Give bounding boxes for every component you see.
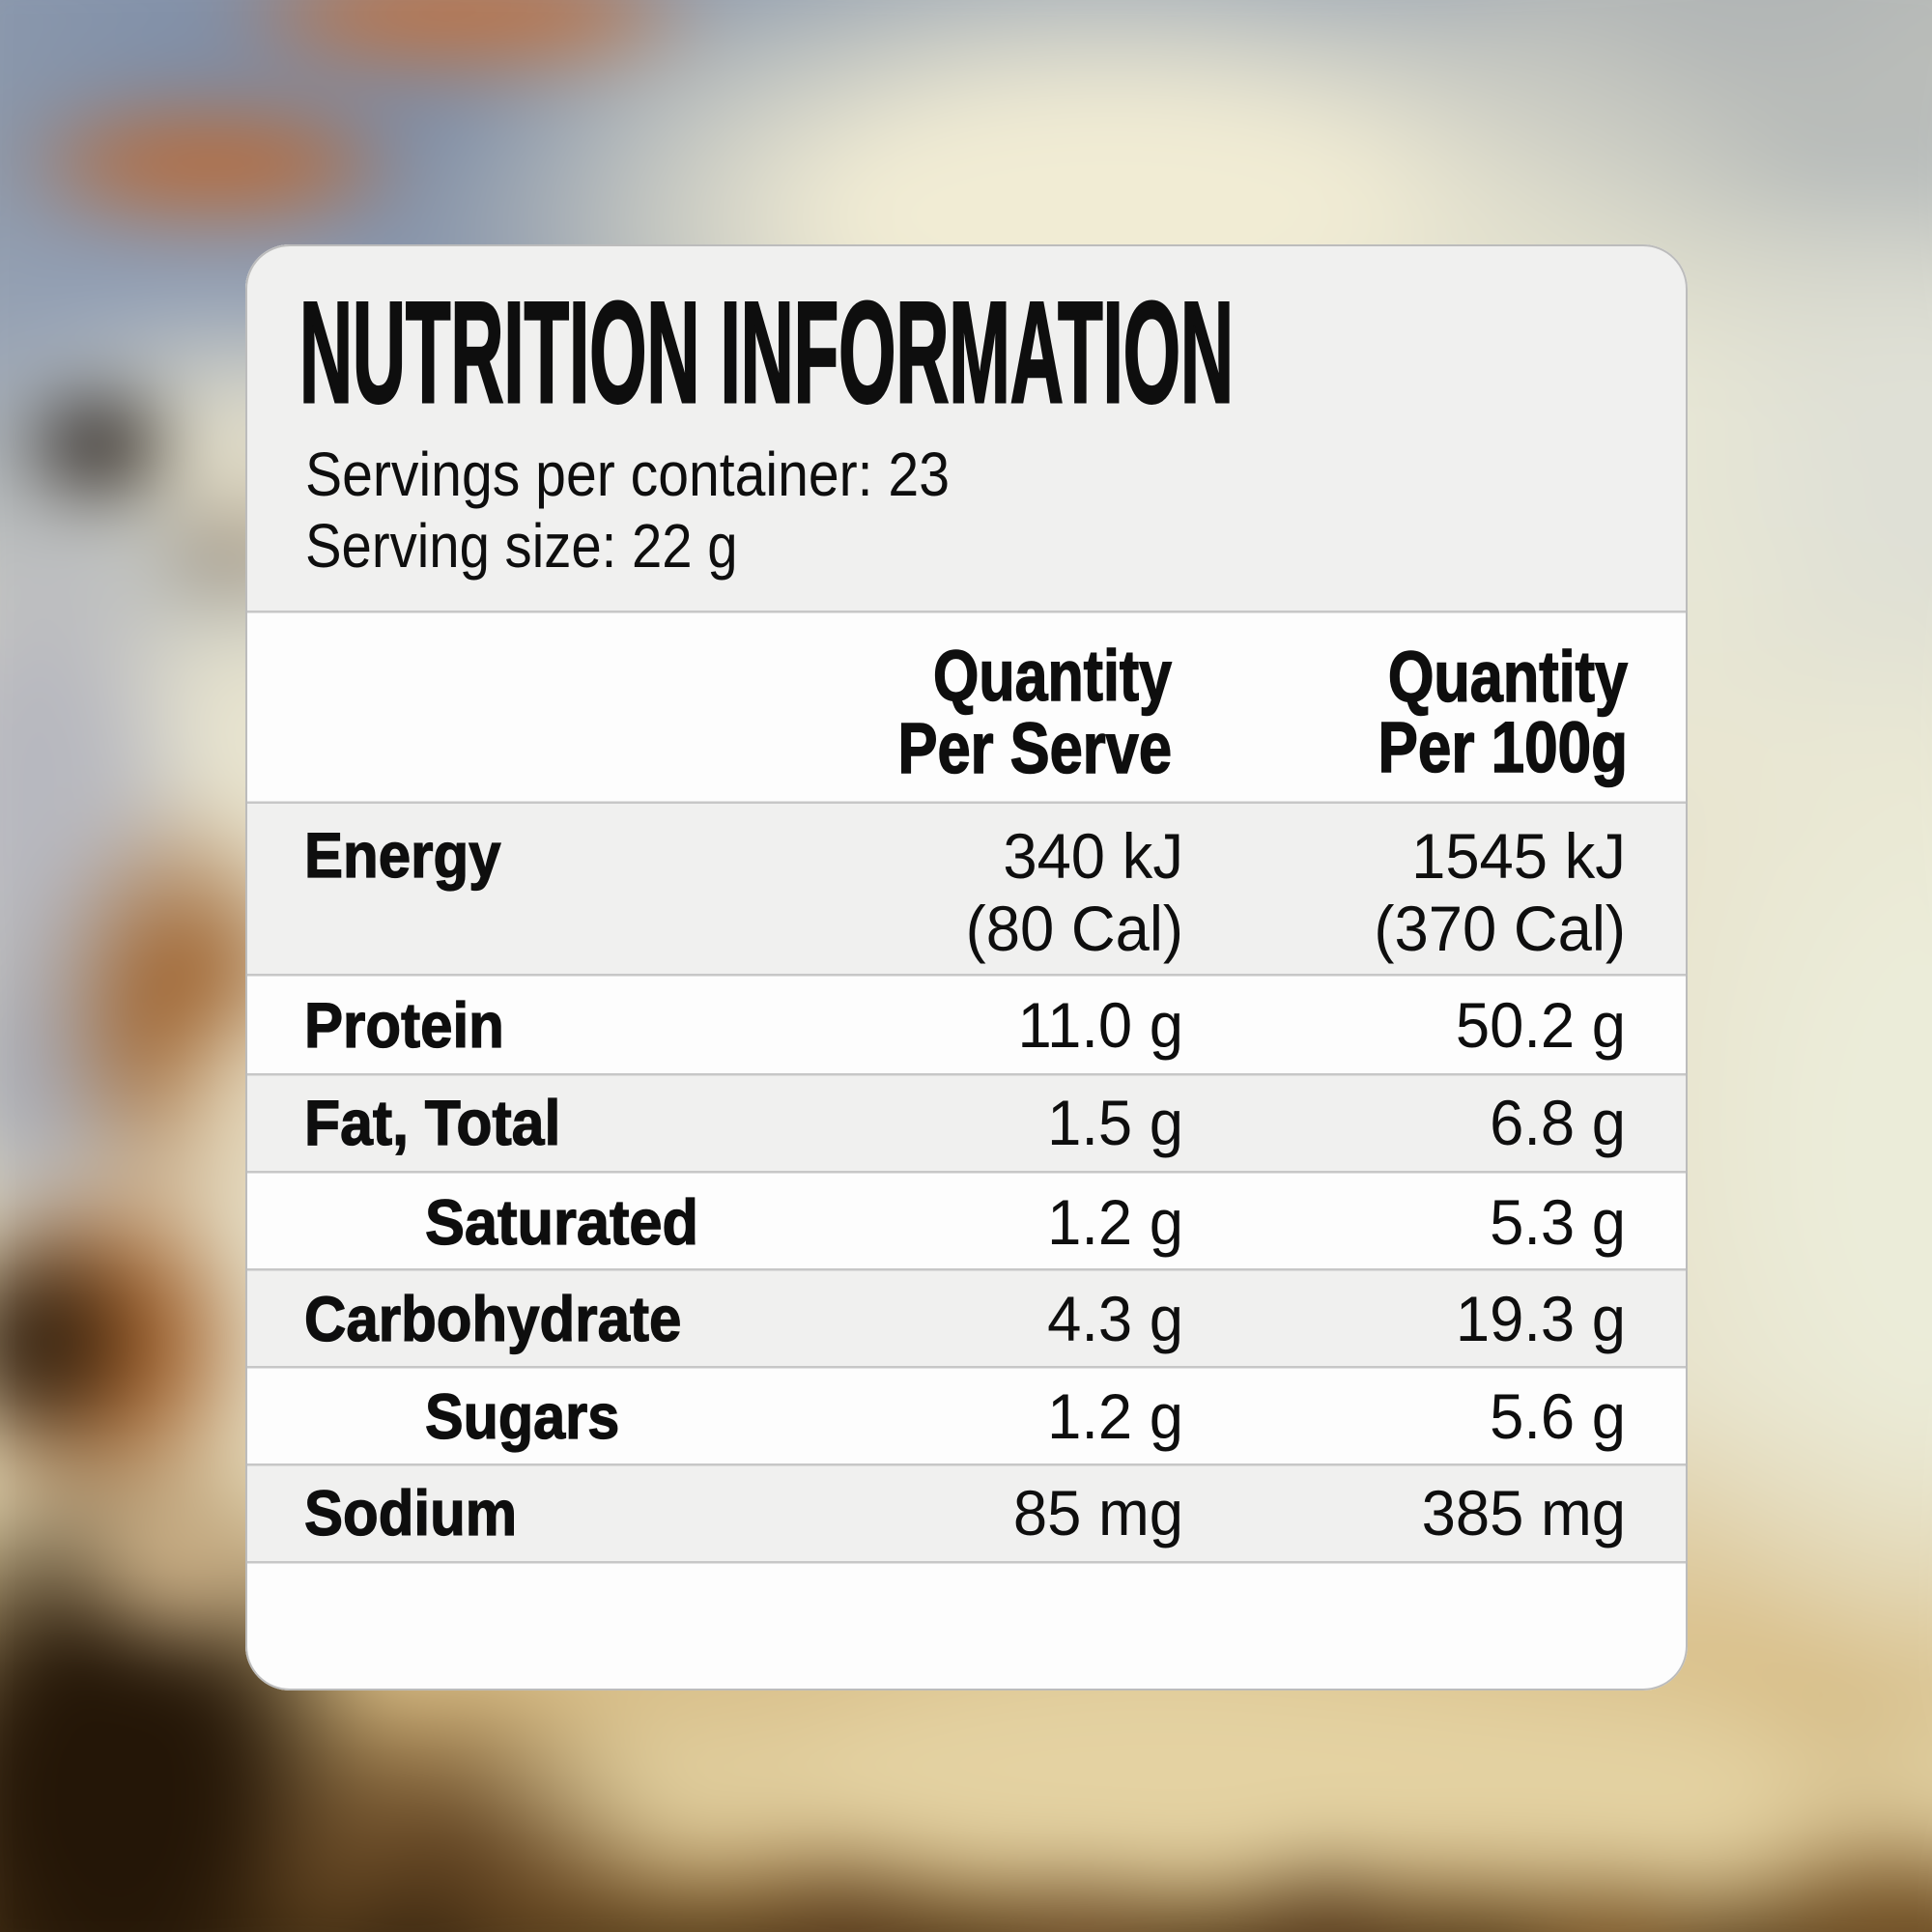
svg-text:Per 100g: Per 100g [1378,708,1628,787]
svg-text:Quantity: Quantity [1388,639,1628,718]
svg-text:(80 Cal): (80 Cal) [966,893,1183,964]
svg-text:50.2 g: 50.2 g [1456,989,1626,1061]
svg-text:1.5 g: 1.5 g [1047,1087,1183,1158]
svg-text:Saturated: Saturated [425,1186,698,1259]
svg-text:6.8 g: 6.8 g [1490,1087,1626,1158]
svg-text:85 mg: 85 mg [1013,1477,1183,1548]
svg-text:11.0 g: 11.0 g [1018,989,1183,1061]
svg-text:340 kJ: 340 kJ [1003,820,1183,892]
svg-text:(370 Cal): (370 Cal) [1374,893,1626,964]
svg-text:4.3 g: 4.3 g [1047,1283,1183,1354]
svg-text:1545 kJ: 1545 kJ [1411,820,1626,892]
svg-text:Per Serve: Per Serve [898,709,1172,789]
svg-text:Serving size: 22 g: Serving size: 22 g [305,511,738,581]
svg-text:5.3 g: 5.3 g [1490,1186,1626,1258]
svg-text:5.6 g: 5.6 g [1490,1380,1626,1452]
svg-text:Servings per container: 23: Servings per container: 23 [305,440,950,509]
svg-text:1.2 g: 1.2 g [1047,1186,1183,1258]
svg-text:19.3 g: 19.3 g [1456,1283,1626,1354]
svg-text:Quantity: Quantity [933,637,1172,716]
svg-text:Fat, Total: Fat, Total [304,1089,560,1159]
svg-text:Energy: Energy [304,820,501,891]
svg-text:Sugars: Sugars [425,1381,619,1453]
svg-text:NUTRITION INFORMATION: NUTRITION INFORMATION [299,273,1234,434]
svg-text:1.2 g: 1.2 g [1047,1380,1183,1452]
svg-text:Protein: Protein [304,990,504,1061]
svg-text:Sodium: Sodium [304,1478,517,1548]
svg-text:Carbohydrate: Carbohydrate [304,1284,681,1354]
svg-text:385 mg: 385 mg [1422,1477,1626,1548]
